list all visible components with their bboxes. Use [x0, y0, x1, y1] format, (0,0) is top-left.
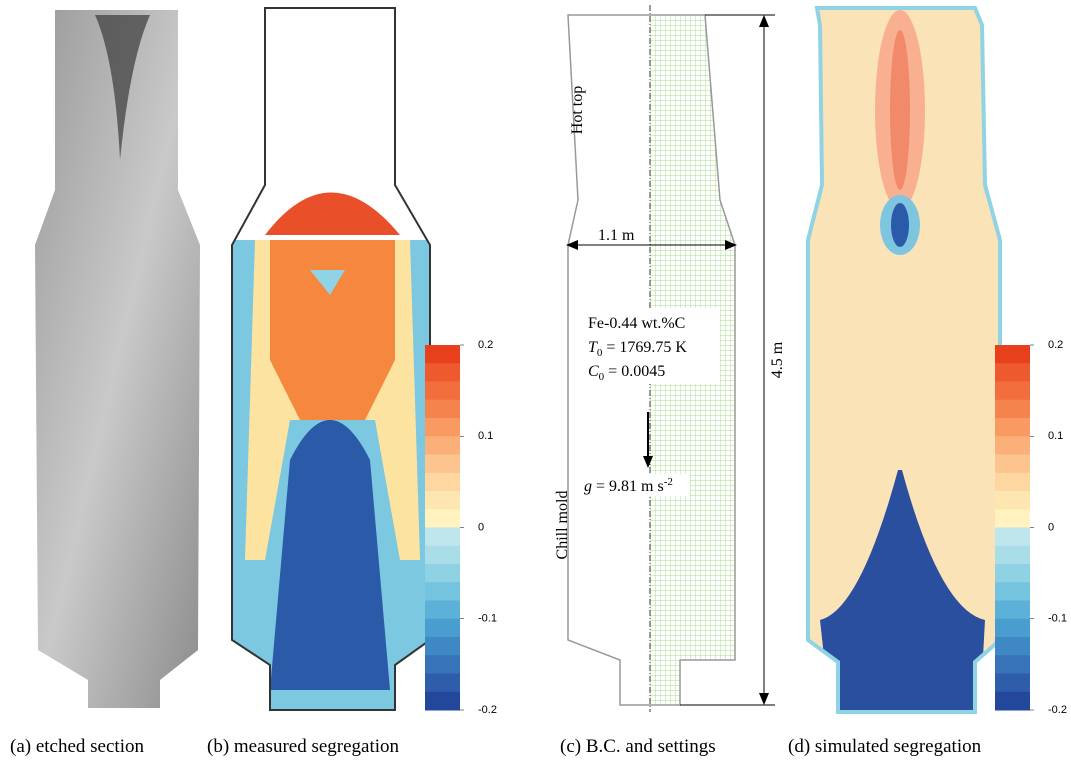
colorbar-step: [425, 637, 460, 656]
colorbar-step: [995, 619, 1030, 638]
colorbar-tick-label: -0.1: [478, 613, 497, 625]
colorbar-step: [425, 582, 460, 601]
colorbar-step: [425, 473, 460, 492]
caption: (a) etched section: [10, 736, 144, 757]
colorbar-step: [995, 546, 1030, 565]
colorbar-tick-label: -0.2: [478, 704, 497, 716]
colorbar-step: [995, 455, 1030, 474]
alloy-label: Fe-0.44 wt.%C: [588, 315, 685, 332]
colorbar: 0.2 0.1 0 -0.1 -0.2: [995, 339, 1067, 716]
hot-top-label: Hot top: [569, 86, 586, 134]
measured-map: [220, 0, 440, 720]
colorbar: 0.2 0.1 0 -0.1 -0.2: [425, 339, 497, 716]
caption: (b) measured segregation: [207, 736, 400, 757]
symbol: C: [588, 363, 599, 380]
colorbar-step: [425, 509, 460, 528]
value: = 0.0045: [604, 363, 665, 380]
colorbar-step: [995, 491, 1030, 510]
superscript: -2: [664, 476, 673, 488]
colorbar-tick-label: 0: [478, 521, 484, 533]
colorbar-step: [425, 400, 460, 419]
colorbar-step: [425, 382, 460, 401]
arrow-head: [759, 693, 769, 705]
colorbar-step: [425, 546, 460, 565]
colorbar-step: [425, 619, 460, 638]
colorbar-step: [425, 345, 460, 364]
colorbar-step: [425, 363, 460, 382]
colorbar-tick-label: 0.2: [1048, 339, 1063, 351]
caption: (d) simulated segregation: [788, 736, 982, 757]
colorbar-tick-label: -0.1: [1048, 613, 1067, 625]
gravity-label: g = 9.81 m s-2: [584, 476, 673, 495]
colorbar-step: [995, 345, 1030, 364]
colorbar-step: [425, 436, 460, 455]
colorbar-step: [425, 564, 460, 583]
colorbar-tick-label: -0.2: [1048, 704, 1067, 716]
colorbar-step: [995, 436, 1030, 455]
colorbar-step: [425, 528, 460, 547]
page: 0.2 0.1 0 -0.1 -0.2 1.1 m 4.5 m Hot top Chil…: [0, 0, 1071, 763]
colorbar-tick-label: 0: [1048, 521, 1054, 533]
colorbar-step: [995, 655, 1030, 674]
colorbar-step: [995, 382, 1030, 401]
colorbar-tick-label: 0.1: [478, 430, 493, 442]
colorbar-step: [425, 601, 460, 620]
colorbar-step: [995, 692, 1030, 711]
width-label: 1.1 m: [598, 227, 635, 244]
height-label: 4.5 m: [769, 341, 786, 378]
value: = 9.81 m s: [592, 478, 664, 495]
colorbar-step: [425, 455, 460, 474]
colorbar-step: [995, 509, 1030, 528]
colorbar-tick-label: 0.1: [1048, 430, 1063, 442]
symbol: g: [584, 478, 592, 495]
colorbar-step: [425, 491, 460, 510]
colorbar-step: [425, 418, 460, 437]
colorbar-step: [425, 674, 460, 693]
colorbar-step: [995, 564, 1030, 583]
colorbar-step: [995, 363, 1030, 382]
colorbar-step: [995, 473, 1030, 492]
colorbar-step: [995, 582, 1030, 601]
colorbar-step: [995, 528, 1030, 547]
colorbar-step: [425, 655, 460, 674]
value: = 1769.75 K: [602, 339, 687, 356]
colorbar-step: [995, 400, 1030, 419]
simulated-map: [800, 0, 1010, 720]
figure: 0.2 0.1 0 -0.1 -0.2 1.1 m 4.5 m Hot top Chil…: [0, 0, 1071, 763]
colorbar-step: [995, 674, 1030, 693]
arrow-head: [759, 15, 769, 27]
colorbar-step: [425, 692, 460, 711]
colorbar-step: [995, 418, 1030, 437]
colorbar-step: [995, 601, 1030, 620]
colorbar-tick-label: 0.2: [478, 339, 493, 351]
chill-mold-label: Chill mold: [554, 491, 571, 560]
caption: (c) B.C. and settings: [560, 736, 716, 757]
colorbar-step: [995, 637, 1030, 656]
